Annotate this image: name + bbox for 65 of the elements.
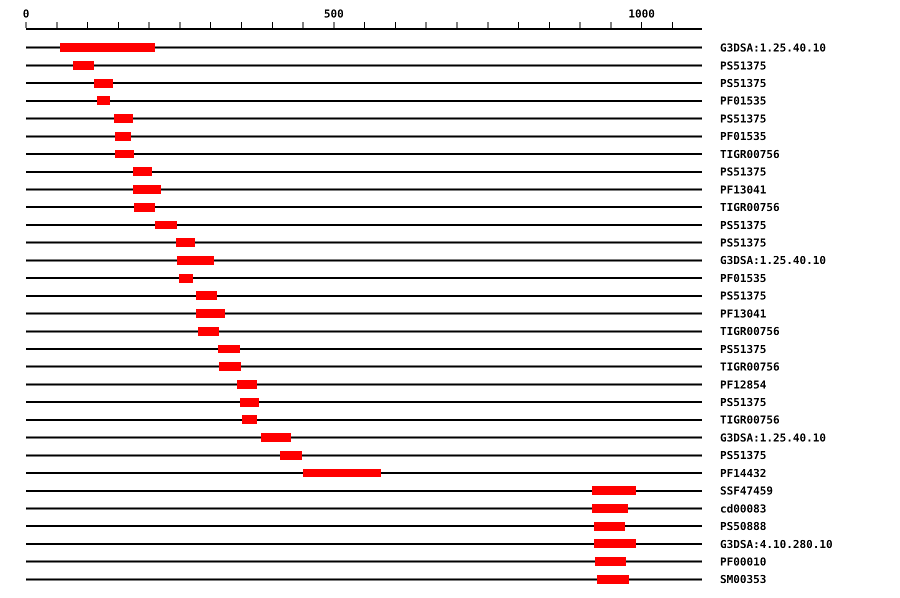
y-tick-label: cd00083 bbox=[720, 502, 766, 516]
y-tick-label: TIGR00756 bbox=[720, 148, 780, 161]
bar bbox=[196, 309, 225, 318]
bar bbox=[218, 345, 240, 353]
y-tick-label: PS51375 bbox=[720, 236, 766, 250]
x-tick-label: 0 bbox=[22, 8, 30, 21]
y-tick-label: PF13041 bbox=[720, 307, 767, 320]
bar bbox=[242, 415, 257, 424]
y-tick-label: PS51375 bbox=[720, 449, 766, 462]
y-tick-label: PF14432 bbox=[720, 466, 766, 480]
bar bbox=[97, 96, 110, 105]
bar bbox=[115, 150, 134, 158]
y-tick-label: G3DSA:1.25.40.10 bbox=[720, 42, 826, 55]
bar bbox=[177, 256, 214, 265]
bar bbox=[595, 557, 626, 566]
y-tick-label: PS51375 bbox=[720, 396, 766, 409]
y-tick-label: PF12854 bbox=[720, 378, 767, 392]
y-tick-label: PS51375 bbox=[720, 112, 766, 126]
y-tick-label: TIGR00756 bbox=[720, 360, 780, 374]
bar bbox=[60, 43, 155, 52]
bar bbox=[176, 238, 195, 247]
y-tick-label: G3DSA:1.25.40.10 bbox=[720, 431, 826, 444]
y-tick-label: G3DSA:1.25.40.10 bbox=[720, 254, 826, 268]
bar bbox=[196, 291, 217, 300]
bar bbox=[594, 539, 636, 548]
y-tick-label: PF13041 bbox=[720, 183, 767, 196]
y-tick-label: PF00010 bbox=[720, 556, 766, 568]
y-tick-label: G3DSA:4.10.280.10 bbox=[720, 538, 833, 551]
x-tick-label: 1000 bbox=[628, 8, 655, 21]
bar bbox=[261, 433, 291, 442]
bar bbox=[592, 504, 628, 513]
x-tick-label: 500 bbox=[324, 8, 344, 21]
y-tick-label: TIGR00756 bbox=[720, 414, 780, 427]
bar bbox=[73, 61, 94, 70]
bar bbox=[219, 362, 241, 371]
y-tick-label: PS51375 bbox=[720, 342, 766, 356]
y-tick-label: SSF47459 bbox=[720, 484, 773, 498]
bar bbox=[114, 114, 133, 123]
bar bbox=[115, 132, 131, 141]
y-tick-label: SM00353 bbox=[720, 573, 766, 586]
y-tick-label: PS50888 bbox=[720, 520, 766, 534]
y-tick-label: PF01535 bbox=[720, 94, 766, 108]
bar bbox=[303, 469, 381, 477]
bar bbox=[179, 274, 193, 283]
y-tick-label: TIGR00756 bbox=[720, 201, 780, 214]
y-tick-label: PF01535 bbox=[720, 130, 766, 144]
y-tick-label: PS51375 bbox=[720, 290, 766, 303]
bar bbox=[237, 380, 257, 389]
y-tick-label: PS51375 bbox=[720, 77, 766, 90]
bar bbox=[155, 221, 177, 229]
y-tick-label: PS51375 bbox=[720, 218, 766, 232]
y-tick-label: TIGR00756 bbox=[720, 325, 780, 338]
y-tick-label: PF01535 bbox=[720, 272, 766, 285]
bar bbox=[592, 486, 636, 495]
y-tick-label: PS51375 bbox=[720, 166, 766, 179]
bar bbox=[280, 451, 302, 460]
bar bbox=[240, 398, 259, 407]
bar bbox=[594, 522, 625, 531]
bar bbox=[133, 185, 161, 194]
bar bbox=[94, 79, 113, 88]
bar bbox=[597, 575, 629, 584]
bar bbox=[133, 167, 152, 176]
y-tick-label: PS51375 bbox=[720, 59, 766, 72]
bar bbox=[134, 203, 155, 212]
bar bbox=[198, 327, 219, 336]
